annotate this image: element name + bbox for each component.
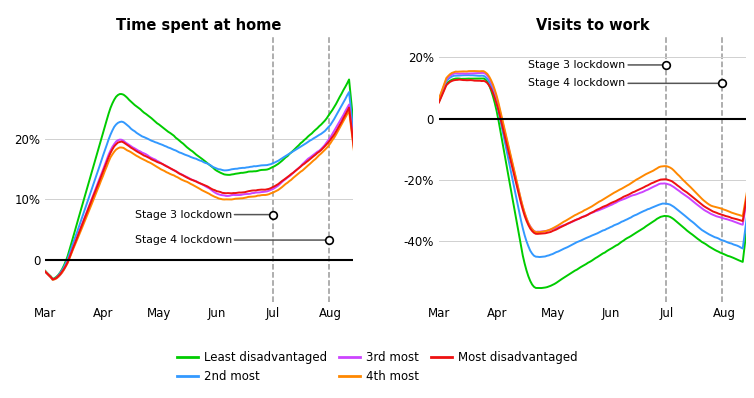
- Text: Stage 3 lockdown: Stage 3 lockdown: [135, 210, 231, 220]
- Title: Visits to work: Visits to work: [536, 18, 649, 33]
- Text: Stage 4 lockdown: Stage 4 lockdown: [135, 235, 231, 245]
- Text: Stage 3 lockdown: Stage 3 lockdown: [529, 60, 626, 70]
- Text: Stage 4 lockdown: Stage 4 lockdown: [529, 78, 626, 88]
- Title: Time spent at home: Time spent at home: [116, 18, 282, 33]
- Legend: Least disadvantaged, 2nd most, 3rd most, 4th most, Most disadvantaged: Least disadvantaged, 2nd most, 3rd most,…: [172, 347, 582, 388]
